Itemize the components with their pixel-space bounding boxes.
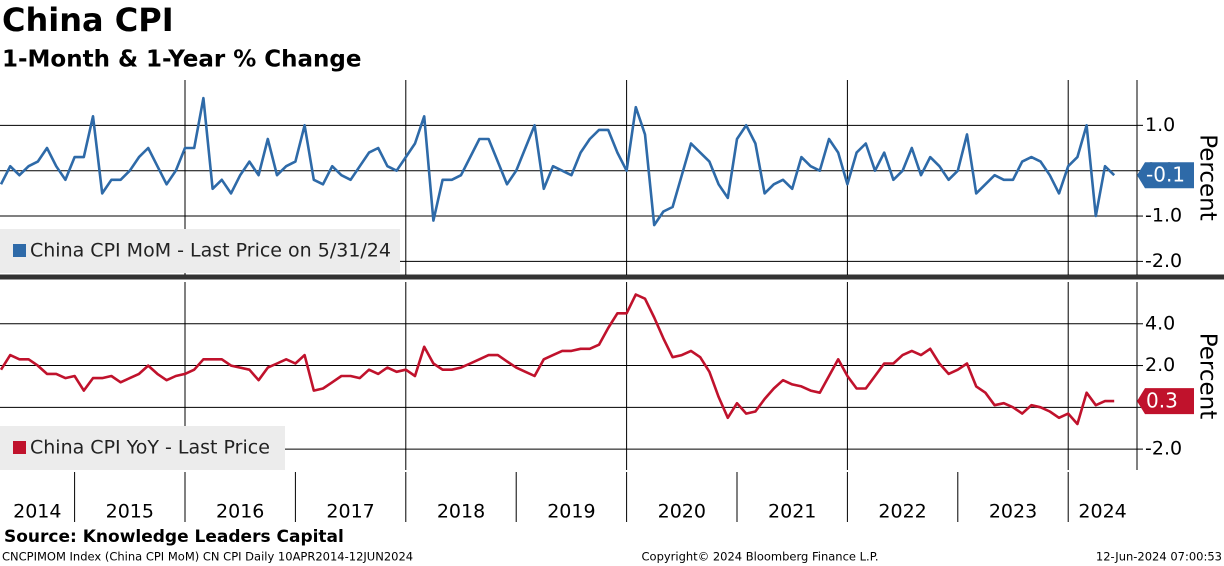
y-tick-label: -2.0 xyxy=(1145,438,1182,460)
legend-label: China CPI YoY - Last Price xyxy=(30,437,270,459)
x-tick-label: 2022 xyxy=(878,501,926,523)
y-tick-label: -2.0 xyxy=(1145,250,1182,272)
y-tick-label: 2.0 xyxy=(1145,354,1175,376)
legend-swatch xyxy=(13,441,26,454)
x-tick-label: 2024 xyxy=(1078,501,1126,523)
chart-subtitle: 1-Month & 1-Year % Change xyxy=(2,47,362,73)
source: Source: Knowledge Leaders Capital xyxy=(4,527,344,547)
last-value-badge xyxy=(1137,388,1194,415)
y-tick-label: 1.0 xyxy=(1145,114,1175,136)
legend-box xyxy=(0,229,400,273)
legend-swatch xyxy=(13,244,26,257)
x-tick-label: 2018 xyxy=(437,501,485,523)
x-tick-label: 2016 xyxy=(216,501,264,523)
x-tick-label: 2020 xyxy=(658,501,706,523)
last-value-label: -0.1 xyxy=(1146,163,1185,187)
x-tick-label: 2023 xyxy=(989,501,1037,523)
chart-title: China CPI xyxy=(2,1,174,39)
x-tick-label: 2019 xyxy=(547,501,595,523)
x-tick-label: 2021 xyxy=(768,501,816,523)
footer-center: Copyright© 2024 Bloomberg Finance L.P. xyxy=(642,550,879,564)
legend-box xyxy=(0,426,285,470)
y-tick-label: -1.0 xyxy=(1145,205,1182,227)
y-axis-label: Percent xyxy=(1195,134,1221,221)
y-axis-label: Percent xyxy=(1195,333,1221,420)
y-tick-label: 4.0 xyxy=(1145,312,1175,334)
series-line xyxy=(0,96,1116,227)
legend-label: China CPI MoM - Last Price on 5/31/24 xyxy=(30,240,391,262)
series-line xyxy=(0,293,1115,426)
footer-right: 12-Jun-2024 07:00:53 xyxy=(1096,550,1222,564)
footer-left: CNCPIMOM Index (China CPI MoM) CN CPI Da… xyxy=(2,550,413,564)
x-tick-label: 2014 xyxy=(13,501,61,523)
last-value-label: 0.3 xyxy=(1146,389,1178,413)
last-value-badge xyxy=(1137,162,1194,189)
x-tick-label: 2017 xyxy=(326,501,374,523)
x-tick-label: 2015 xyxy=(106,501,154,523)
